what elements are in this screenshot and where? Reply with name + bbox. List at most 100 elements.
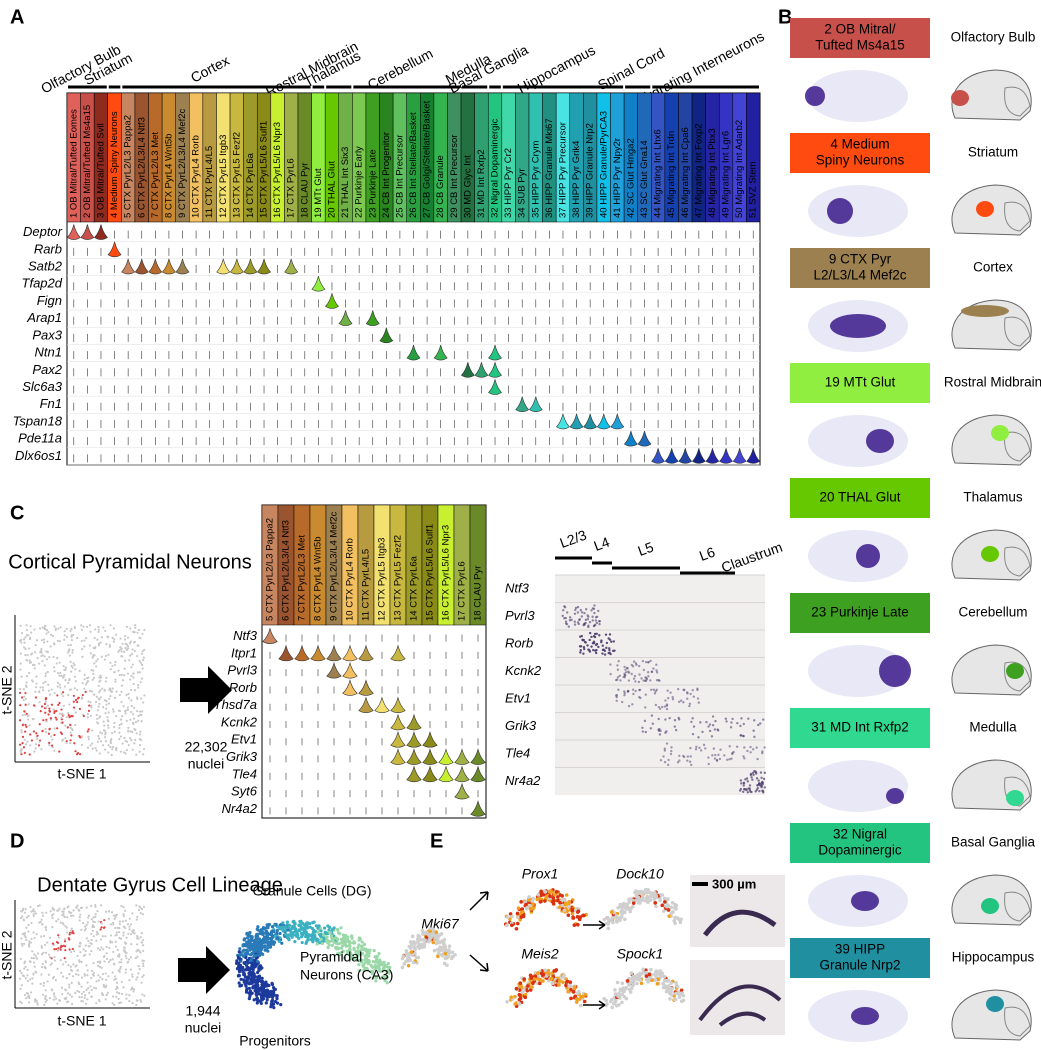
tsne-point <box>85 1003 87 1005</box>
expression-cell <box>413 948 417 952</box>
lineage-cell <box>299 920 302 923</box>
gene-label: Meis2 <box>521 946 559 962</box>
tsne-point <box>142 939 144 941</box>
ish-signal <box>598 623 600 625</box>
tsne-point <box>30 938 32 940</box>
tsne-point <box>53 625 55 627</box>
tsne-point <box>42 654 44 656</box>
tsne-point <box>114 927 116 929</box>
expression-hotspot <box>851 1007 879 1025</box>
ish-signal <box>649 679 651 681</box>
tsne-point <box>85 950 87 952</box>
tsne-point <box>96 931 98 933</box>
tsne-point <box>88 728 90 730</box>
tsne-point <box>127 693 129 695</box>
ish-signal <box>670 753 672 755</box>
ish-signal <box>742 791 744 793</box>
tsne-point <box>96 933 98 935</box>
tsne-point <box>123 674 125 676</box>
tsne-point <box>137 687 139 689</box>
tsne-point <box>133 717 135 719</box>
tsne-point <box>141 993 143 995</box>
tsne-point <box>55 979 57 981</box>
lineage-cell <box>282 926 285 929</box>
ish-signal <box>752 730 754 732</box>
tsne-point <box>97 709 99 711</box>
region-name: Olfactory Bulb <box>951 30 1036 45</box>
tsne-point <box>141 664 143 666</box>
violin <box>359 698 373 713</box>
tsne-point <box>123 915 125 917</box>
tsne-point <box>33 751 35 753</box>
ish-signal <box>595 652 597 654</box>
tsne-point <box>127 647 129 649</box>
expression-cell <box>613 988 617 992</box>
lineage-cell <box>270 990 273 993</box>
tsne-point <box>138 909 140 911</box>
tsne-point <box>60 731 62 733</box>
ish-signal <box>714 757 716 759</box>
tsne-point <box>35 686 37 688</box>
tsne-point <box>72 634 74 636</box>
expression-cell <box>572 916 576 920</box>
ish-signal <box>651 714 653 716</box>
tsne-point <box>126 720 128 722</box>
tsne-point <box>45 731 47 733</box>
expression-cell <box>558 979 562 983</box>
lineage-cell <box>253 978 256 981</box>
tsne-point <box>85 637 87 639</box>
tsne-point <box>76 689 78 691</box>
axis-label: t-SNE 2 <box>0 930 15 979</box>
tsne-point <box>38 744 40 746</box>
tsne-point <box>44 625 46 627</box>
ish-signal <box>711 735 713 737</box>
ish-signal <box>666 708 668 710</box>
lineage-cell <box>287 925 290 928</box>
tsne-point <box>128 926 130 928</box>
tsne-point <box>95 980 97 982</box>
gene-label: Slc6a3 <box>22 379 63 394</box>
lineage-cell <box>259 939 262 942</box>
tsne-point <box>57 672 59 674</box>
tsne-point <box>111 665 113 667</box>
tsne-point <box>113 641 115 643</box>
ish-signal <box>586 614 588 616</box>
tsne-point <box>68 679 70 681</box>
tsne-point <box>123 946 125 948</box>
tsne-point <box>87 969 89 971</box>
tsne-point <box>137 720 139 722</box>
tsne-point <box>100 696 102 698</box>
ish-signal <box>580 609 582 611</box>
expression-cell <box>513 1002 517 1006</box>
tsne-point <box>133 988 135 990</box>
tsne-point <box>128 697 130 699</box>
tsne-point <box>56 657 58 659</box>
tsne-point <box>134 650 136 652</box>
tsne-point <box>136 956 138 958</box>
tsne-point <box>27 654 29 656</box>
brain-region <box>961 305 1009 317</box>
tsne-point <box>36 657 38 659</box>
ish-signal <box>593 604 595 606</box>
tsne-point <box>35 999 37 1001</box>
tsne-point <box>113 915 115 917</box>
tsne-point <box>136 655 138 657</box>
expression-cell <box>626 979 630 983</box>
violin <box>747 448 760 463</box>
ish-signal <box>639 697 641 699</box>
lineage-cell <box>271 999 274 1002</box>
expression-cell <box>674 992 678 996</box>
cluster-label: 10 CTX PyrL4 Rorb <box>345 538 356 621</box>
gene-label: Fn1 <box>40 396 62 411</box>
tsne-point <box>64 938 66 940</box>
tsne-point <box>59 640 61 642</box>
ish-signal <box>624 692 626 694</box>
tsne-point <box>35 912 37 914</box>
ish-signal <box>666 742 668 744</box>
ish-signal <box>739 789 741 791</box>
tsne-point <box>81 993 83 995</box>
cluster-label: 41 HIPP Pyr Npy2r <box>612 138 623 218</box>
tsne-point <box>88 704 90 706</box>
tsne-point <box>45 728 47 730</box>
tsne-point <box>68 650 70 652</box>
